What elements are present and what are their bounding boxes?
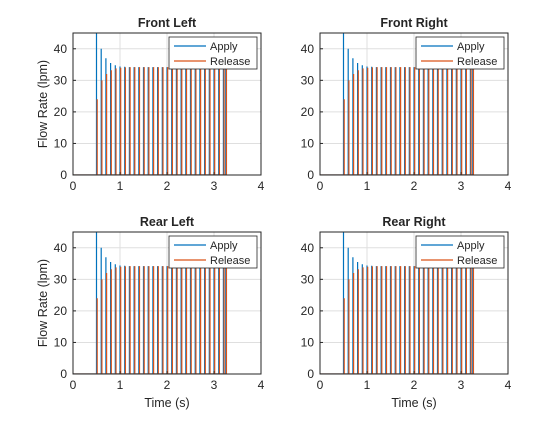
y-tick-label: 10 bbox=[301, 335, 315, 349]
legend-label-apply: Apply bbox=[457, 41, 485, 53]
x-axis-label: Time (s) bbox=[391, 396, 436, 410]
legend-label-apply: Apply bbox=[457, 240, 485, 252]
series-group bbox=[320, 33, 475, 175]
y-tick-label: 10 bbox=[301, 136, 315, 150]
y-tick-label: 10 bbox=[54, 136, 68, 150]
x-tick-label: 2 bbox=[411, 378, 418, 392]
x-tick-label: 2 bbox=[164, 378, 171, 392]
y-tick-label: 20 bbox=[301, 105, 315, 119]
legend-label-release: Release bbox=[457, 56, 497, 68]
series-line-apply bbox=[320, 33, 474, 175]
subplot-title: Front Left bbox=[138, 16, 197, 30]
x-tick-label: 4 bbox=[505, 378, 512, 392]
legend-box bbox=[168, 36, 258, 70]
legend-label-release: Release bbox=[210, 255, 250, 267]
y-axis-label: Flow Rate (lpm) bbox=[36, 259, 50, 347]
y-tick-label: 30 bbox=[301, 73, 315, 87]
x-tick-label: 0 bbox=[317, 378, 324, 392]
x-tick-label: 1 bbox=[364, 179, 371, 193]
series-line-apply bbox=[320, 232, 474, 374]
series-line-apply bbox=[73, 33, 227, 175]
legend: Apply Release bbox=[415, 235, 505, 269]
x-tick-label: 3 bbox=[211, 378, 218, 392]
x-tick-label: 1 bbox=[364, 378, 371, 392]
x-tick-label: 4 bbox=[258, 179, 265, 193]
y-tick-label: 40 bbox=[301, 42, 315, 56]
legend-label-release: Release bbox=[457, 255, 497, 267]
series-line-release bbox=[320, 67, 475, 175]
y-tick-label: 20 bbox=[301, 304, 315, 318]
subplot-title: Rear Left bbox=[140, 215, 195, 229]
y-tick-label: 40 bbox=[301, 241, 315, 255]
legend-box bbox=[415, 36, 505, 70]
x-tick-label: 3 bbox=[211, 179, 218, 193]
series-group bbox=[320, 232, 475, 374]
x-tick-label: 0 bbox=[317, 179, 324, 193]
y-axis-label: Flow Rate (lpm) bbox=[36, 60, 50, 148]
y-tick-label: 0 bbox=[307, 168, 314, 182]
y-tick-label: 10 bbox=[54, 335, 68, 349]
y-tick-label: 40 bbox=[54, 241, 68, 255]
y-tick-label: 30 bbox=[301, 272, 315, 286]
y-tick-label: 30 bbox=[54, 73, 68, 87]
legend: Apply Release bbox=[415, 36, 505, 70]
x-tick-label: 0 bbox=[70, 179, 77, 193]
x-tick-label: 3 bbox=[458, 179, 465, 193]
x-tick-label: 1 bbox=[117, 378, 124, 392]
y-tick-label: 0 bbox=[307, 367, 314, 381]
y-tick-label: 30 bbox=[54, 272, 68, 286]
x-tick-label: 2 bbox=[411, 179, 418, 193]
x-tick-label: 4 bbox=[258, 378, 265, 392]
x-axis-label: Time (s) bbox=[144, 396, 189, 410]
legend-box bbox=[415, 235, 505, 269]
x-tick-label: 0 bbox=[70, 378, 77, 392]
y-tick-label: 0 bbox=[60, 168, 67, 182]
y-tick-label: 20 bbox=[54, 304, 68, 318]
series-group bbox=[73, 33, 228, 175]
legend-label-release: Release bbox=[210, 56, 250, 68]
legend: Apply Release bbox=[168, 36, 258, 70]
x-tick-label: 1 bbox=[117, 179, 124, 193]
legend-label-apply: Apply bbox=[210, 41, 238, 53]
legend-box bbox=[168, 235, 258, 269]
series-line-release bbox=[73, 266, 228, 374]
x-tick-label: 3 bbox=[458, 378, 465, 392]
legend: Apply Release bbox=[168, 235, 258, 269]
series-line-apply bbox=[73, 232, 227, 374]
subplot-title: Front Right bbox=[380, 16, 448, 30]
y-tick-label: 40 bbox=[54, 42, 68, 56]
series-group bbox=[73, 232, 228, 374]
series-line-release bbox=[73, 67, 228, 175]
subplot-title: Rear Right bbox=[382, 215, 446, 229]
y-tick-label: 20 bbox=[54, 105, 68, 119]
y-tick-label: 0 bbox=[60, 367, 67, 381]
x-tick-label: 2 bbox=[164, 179, 171, 193]
x-tick-label: 4 bbox=[505, 179, 512, 193]
legend-label-apply: Apply bbox=[210, 240, 238, 252]
series-line-release bbox=[320, 266, 475, 374]
